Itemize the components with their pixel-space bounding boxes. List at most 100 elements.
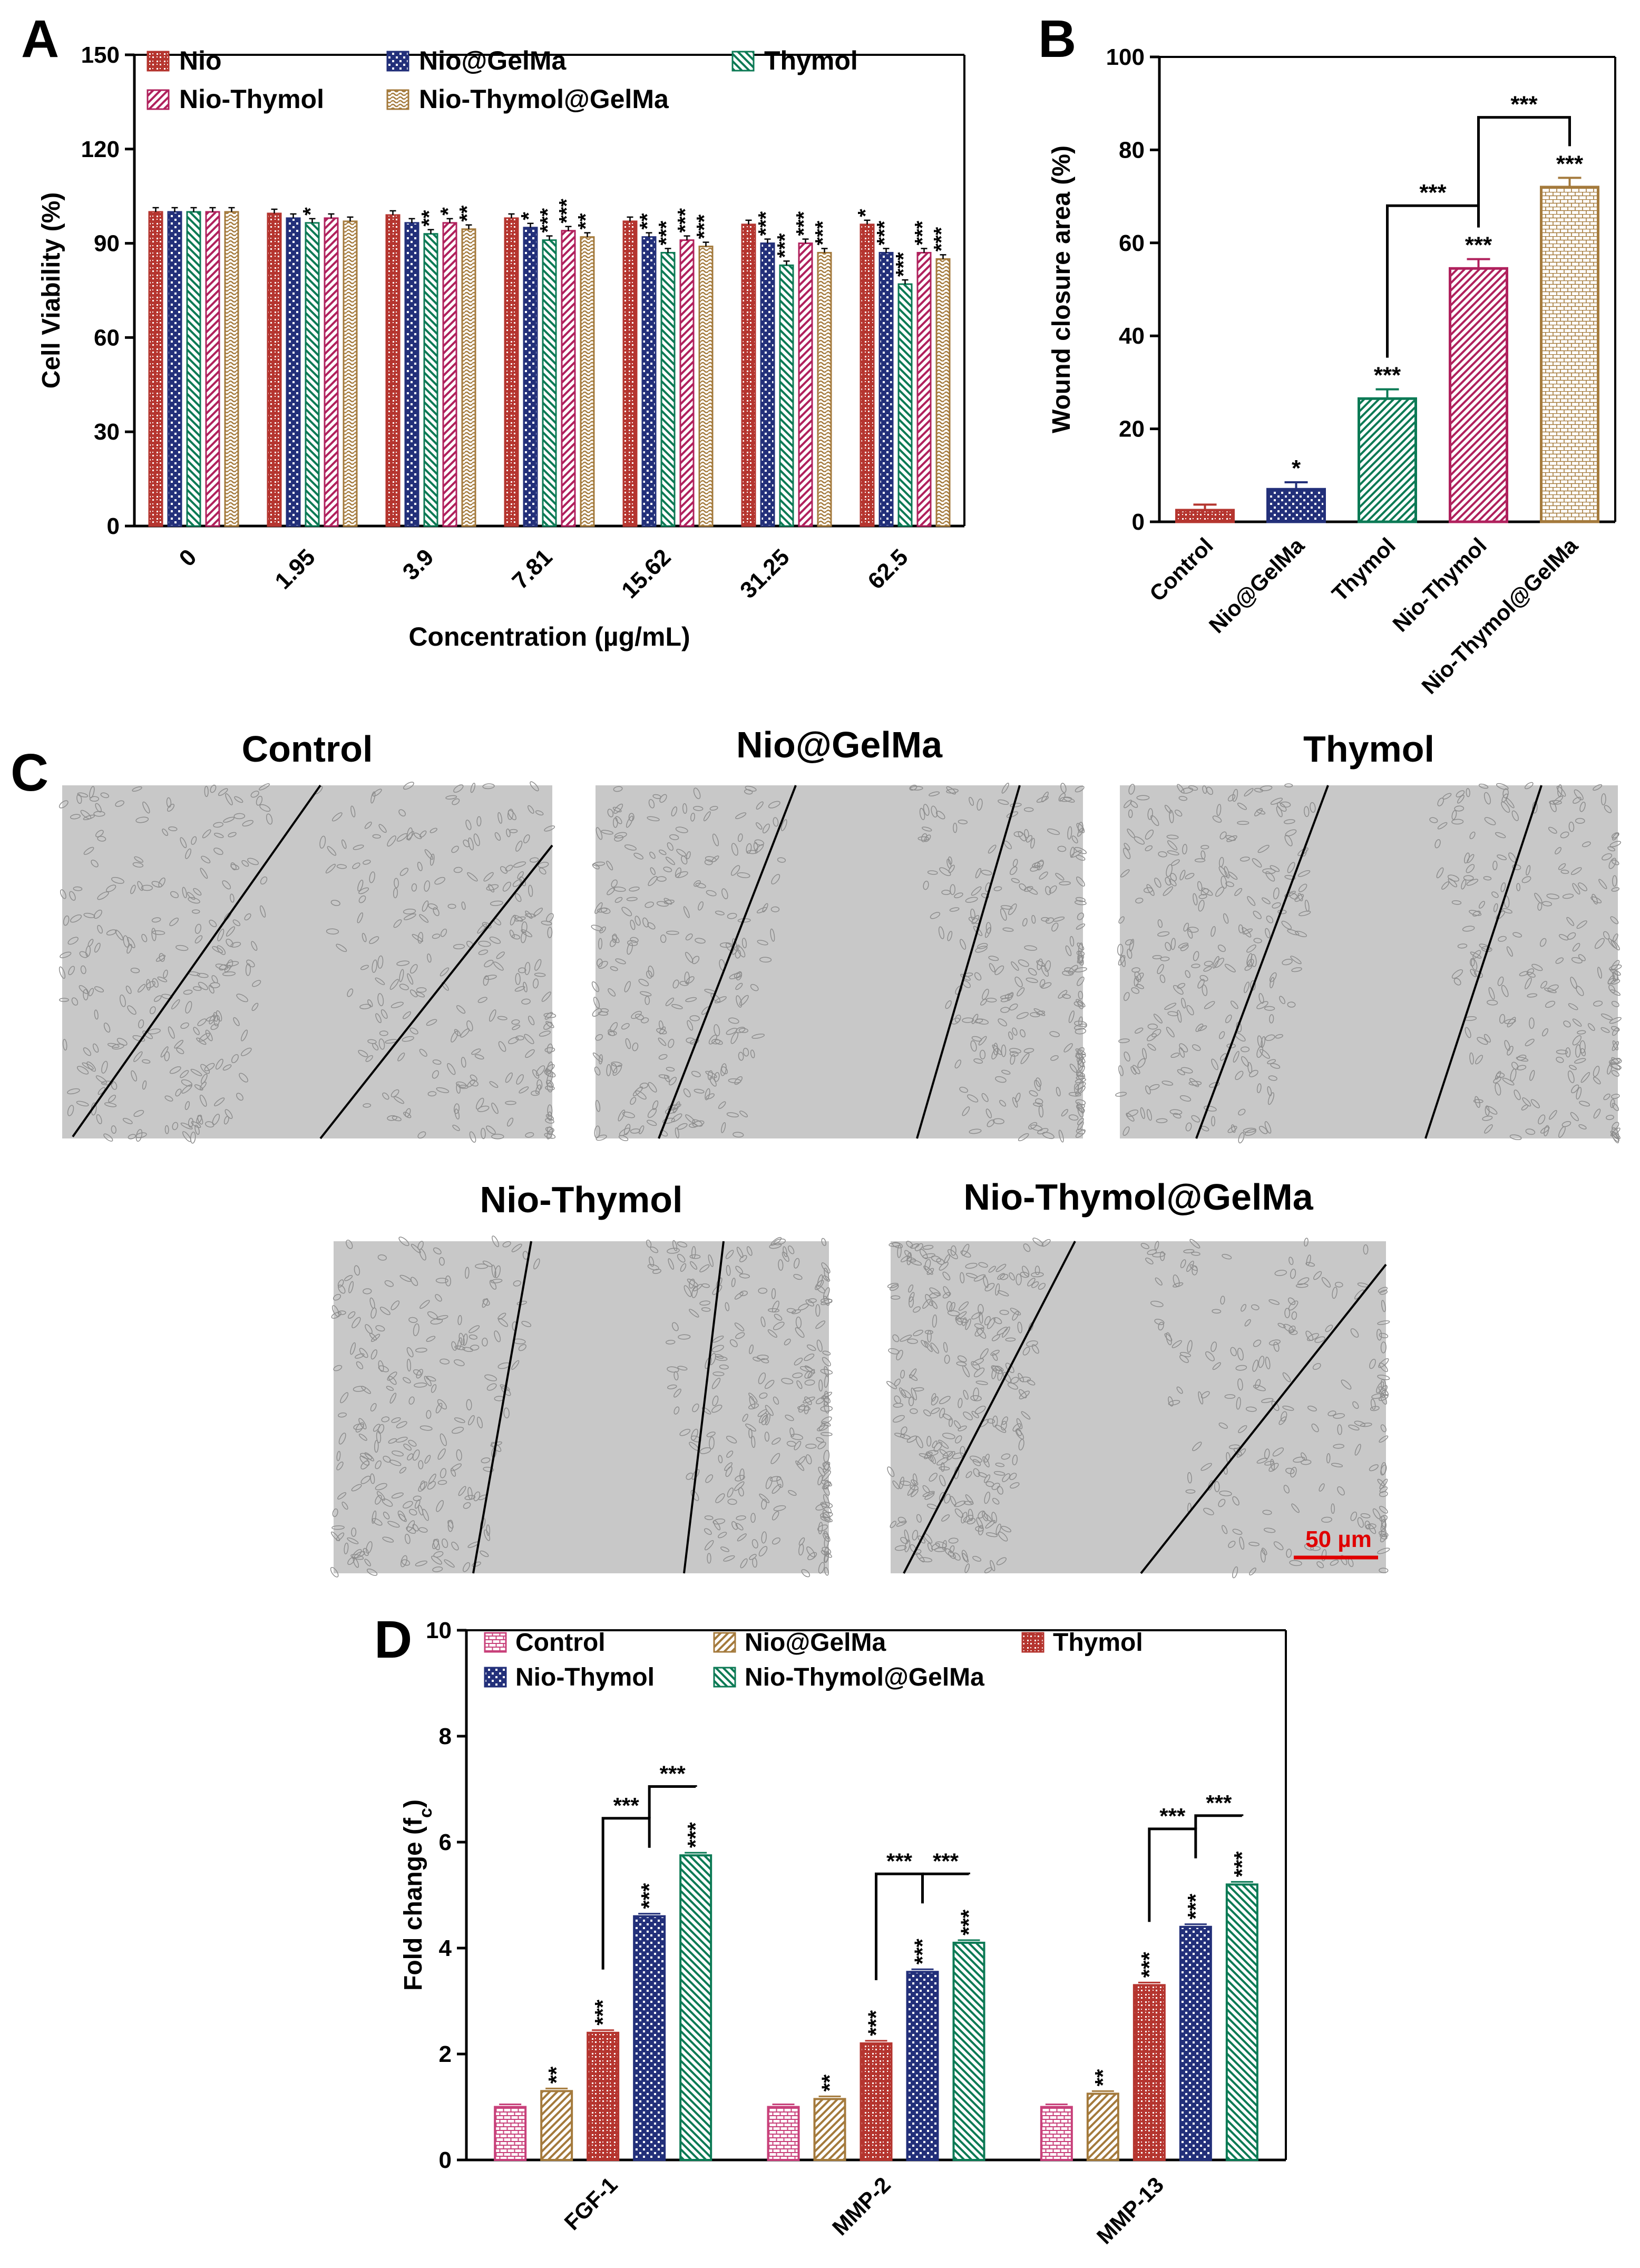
cell xyxy=(523,981,528,992)
cell xyxy=(256,795,263,806)
cell xyxy=(1230,1347,1237,1357)
cell xyxy=(963,1390,969,1400)
cell xyxy=(1177,1069,1185,1076)
cell xyxy=(1211,1116,1215,1126)
cell xyxy=(630,937,639,943)
cell xyxy=(372,834,381,839)
cell xyxy=(456,1449,462,1461)
cell xyxy=(546,913,554,922)
cell xyxy=(1310,802,1316,813)
cell xyxy=(624,1124,631,1135)
d-bar xyxy=(679,1854,712,2161)
cell xyxy=(1341,1379,1352,1390)
cell xyxy=(596,827,603,840)
cell xyxy=(1558,1126,1566,1138)
cell xyxy=(417,932,423,944)
cell xyxy=(951,1017,960,1025)
b-ytick-label: 100 xyxy=(1106,44,1145,70)
cell xyxy=(743,1047,749,1057)
cell xyxy=(171,999,180,1010)
cell xyxy=(974,1405,986,1414)
cell xyxy=(438,1257,445,1266)
cell xyxy=(748,1428,753,1439)
cell xyxy=(1165,877,1172,886)
cell xyxy=(382,1498,393,1507)
cell xyxy=(998,1018,1007,1027)
cell xyxy=(927,870,938,875)
cell xyxy=(521,929,533,938)
cell xyxy=(649,1256,655,1267)
cell xyxy=(1472,950,1481,959)
cell xyxy=(978,1304,984,1315)
d-bracket xyxy=(1148,1827,1197,1922)
cell xyxy=(545,1085,555,1091)
cell xyxy=(995,1263,1007,1272)
cell xyxy=(1212,1362,1221,1370)
cell xyxy=(247,858,259,865)
a-significance: *** xyxy=(693,214,716,239)
cell xyxy=(979,1311,983,1324)
cell xyxy=(887,1466,895,1477)
cell xyxy=(660,935,667,943)
cell xyxy=(1253,938,1262,943)
cell xyxy=(998,1531,1008,1542)
cell xyxy=(1009,1051,1019,1057)
cell xyxy=(432,1566,443,1572)
cell xyxy=(1357,1517,1364,1528)
cell xyxy=(969,1128,982,1134)
cell xyxy=(658,1037,667,1046)
cell xyxy=(1304,899,1310,912)
cell xyxy=(535,1084,541,1094)
cell xyxy=(936,1457,949,1466)
cell xyxy=(478,949,489,955)
cell xyxy=(1457,795,1465,804)
cell xyxy=(721,888,728,900)
cell xyxy=(591,924,603,931)
d-bracket-label: *** xyxy=(613,1793,640,1818)
cell xyxy=(924,1452,933,1459)
cell xyxy=(704,1540,714,1551)
cell xyxy=(222,1064,232,1071)
cell xyxy=(744,789,753,795)
cell xyxy=(1183,1249,1195,1253)
cell xyxy=(1297,870,1311,877)
cell xyxy=(1069,1064,1077,1073)
cell xyxy=(1479,943,1491,950)
cell xyxy=(515,893,522,902)
cell xyxy=(355,1422,364,1433)
a-legend-swatch xyxy=(386,51,409,72)
cell xyxy=(784,1338,791,1346)
cell xyxy=(393,1096,405,1104)
cell xyxy=(1257,844,1270,853)
cell xyxy=(801,1569,811,1578)
cell xyxy=(822,1481,831,1490)
cell xyxy=(721,1122,726,1133)
cell xyxy=(678,1334,691,1340)
a-bar xyxy=(760,242,775,527)
cell xyxy=(1207,1480,1214,1491)
cell xyxy=(671,1322,679,1331)
cell xyxy=(1312,1363,1321,1370)
cell xyxy=(388,1376,397,1385)
cell xyxy=(1333,1413,1345,1419)
cell xyxy=(932,1440,938,1448)
cell xyxy=(478,940,491,947)
cell xyxy=(447,903,456,909)
cell xyxy=(666,930,679,935)
cell xyxy=(536,1079,543,1090)
cell xyxy=(1582,841,1591,848)
cell xyxy=(62,1039,67,1051)
cell xyxy=(690,1261,698,1270)
cell xyxy=(1370,1406,1380,1412)
cell xyxy=(532,978,539,989)
cell xyxy=(93,811,105,817)
cell xyxy=(639,1125,645,1134)
cell xyxy=(1117,943,1124,956)
cell xyxy=(735,812,747,819)
cell xyxy=(917,836,929,841)
cell xyxy=(647,816,660,822)
cell xyxy=(517,871,524,880)
micrograph-cells xyxy=(591,783,1087,1143)
cell xyxy=(217,929,224,941)
cell xyxy=(452,1427,464,1434)
